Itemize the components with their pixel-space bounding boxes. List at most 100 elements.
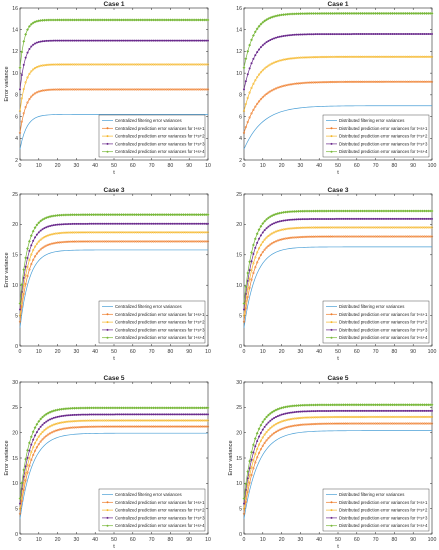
data-point bbox=[389, 33, 392, 36]
data-point bbox=[201, 413, 204, 416]
data-point bbox=[206, 406, 210, 410]
data-point bbox=[419, 12, 423, 15]
data-point bbox=[41, 438, 44, 441]
data-point bbox=[37, 435, 40, 438]
data-point bbox=[197, 413, 200, 416]
data-point bbox=[165, 213, 169, 217]
data-point bbox=[261, 420, 265, 424]
panel-title: Case 3 bbox=[104, 187, 125, 194]
data-point bbox=[299, 209, 302, 213]
data-point bbox=[378, 409, 381, 412]
data-point bbox=[28, 25, 31, 28]
data-point bbox=[399, 409, 402, 412]
data-point bbox=[90, 222, 93, 225]
data-point bbox=[355, 403, 359, 407]
data-point bbox=[24, 56, 27, 59]
data-point bbox=[122, 18, 125, 22]
data-point bbox=[272, 61, 276, 64]
data-point bbox=[48, 18, 52, 22]
data-point bbox=[257, 73, 261, 76]
data-point bbox=[169, 406, 172, 410]
data-point bbox=[259, 448, 263, 451]
data-point bbox=[205, 39, 208, 42]
data-point bbox=[285, 405, 289, 409]
data-point bbox=[361, 12, 364, 15]
data-point bbox=[88, 18, 91, 22]
data-point bbox=[340, 12, 344, 15]
data-point bbox=[137, 413, 140, 416]
data-point bbox=[101, 213, 105, 217]
legend-label: Distributed prediction error variances f… bbox=[339, 500, 428, 505]
data-point bbox=[252, 82, 255, 85]
legend-marker bbox=[106, 524, 109, 527]
data-point bbox=[411, 209, 415, 213]
legend-box bbox=[98, 300, 206, 344]
data-point bbox=[244, 125, 248, 129]
data-point bbox=[43, 429, 46, 432]
y-axis-label: Error variance bbox=[228, 440, 234, 475]
data-point bbox=[26, 101, 29, 104]
data-point bbox=[393, 409, 396, 412]
data-point bbox=[389, 403, 393, 407]
data-point bbox=[37, 250, 40, 253]
x-tick-label: 50 bbox=[111, 163, 117, 169]
data-point bbox=[26, 448, 29, 452]
data-point bbox=[24, 457, 28, 461]
data-point bbox=[271, 425, 274, 428]
y-tick-label: 15 bbox=[12, 456, 18, 462]
data-point bbox=[82, 413, 85, 416]
data-point bbox=[256, 261, 259, 264]
data-point bbox=[41, 415, 44, 419]
data-point bbox=[370, 12, 374, 15]
data-point bbox=[289, 210, 293, 214]
y-axis-label: Error variance bbox=[4, 252, 10, 287]
data-point bbox=[276, 239, 279, 242]
data-point bbox=[284, 412, 287, 415]
data-point bbox=[415, 209, 419, 213]
data-point bbox=[297, 12, 300, 16]
data-point bbox=[259, 22, 263, 26]
data-point bbox=[321, 33, 324, 36]
legend-marker bbox=[106, 142, 109, 145]
data-point bbox=[290, 34, 292, 37]
data-point bbox=[261, 69, 264, 72]
data-point bbox=[404, 33, 407, 36]
x-tick-label: 20 bbox=[279, 349, 285, 355]
data-point bbox=[54, 18, 58, 22]
legend-label: Centralized prediction error variances f… bbox=[115, 508, 205, 513]
data-point bbox=[336, 403, 340, 407]
data-point bbox=[431, 33, 433, 36]
data-point bbox=[246, 73, 249, 76]
data-point bbox=[423, 217, 426, 220]
data-point bbox=[200, 406, 204, 410]
data-point bbox=[191, 413, 194, 416]
legend-label: Centralized prediction error variances f… bbox=[115, 335, 205, 340]
data-point bbox=[41, 246, 44, 250]
data-point bbox=[142, 406, 146, 410]
data-point bbox=[248, 269, 251, 272]
data-point bbox=[423, 209, 426, 213]
series-line bbox=[19, 64, 208, 112]
data-point bbox=[363, 409, 366, 412]
data-point bbox=[346, 33, 349, 36]
data-point bbox=[370, 217, 373, 220]
data-point bbox=[242, 497, 246, 500]
data-point bbox=[270, 410, 274, 414]
series-line bbox=[243, 246, 432, 328]
data-point bbox=[52, 214, 56, 218]
data-point bbox=[110, 213, 114, 217]
data-point bbox=[301, 33, 304, 36]
data-point bbox=[385, 209, 389, 213]
data-point bbox=[265, 236, 268, 239]
data-point bbox=[30, 451, 33, 454]
data-point bbox=[41, 218, 44, 222]
data-point bbox=[176, 413, 179, 416]
data-point bbox=[24, 479, 27, 482]
data-point bbox=[365, 33, 368, 36]
y-tick-label: 10 bbox=[236, 481, 242, 487]
data-point bbox=[271, 38, 274, 41]
data-point bbox=[206, 425, 210, 428]
data-point bbox=[308, 209, 312, 213]
data-point bbox=[265, 246, 268, 249]
data-point bbox=[193, 18, 197, 22]
